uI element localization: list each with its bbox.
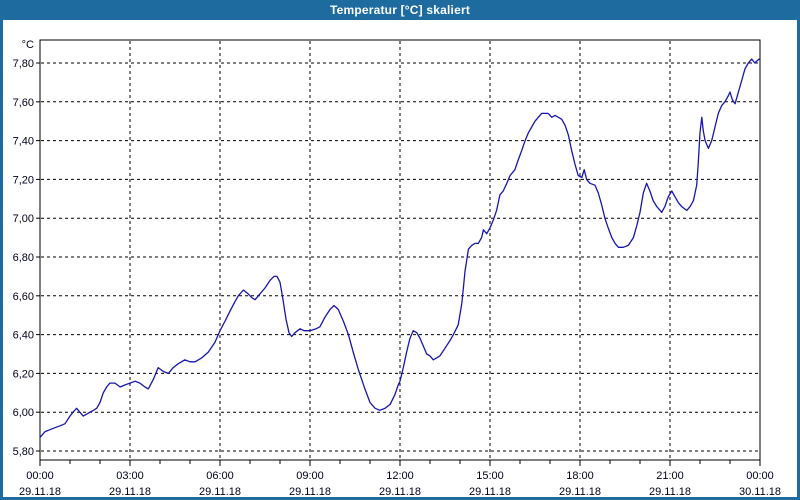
y-tick-label: 5,80 (13, 446, 34, 458)
y-tick-label: 7,80 (13, 58, 34, 70)
x-tick-time-label: 12:00 (386, 470, 414, 482)
y-tick-label: 6,20 (13, 368, 34, 380)
y-axis-unit-label: °C (22, 39, 34, 51)
x-tick-time-label: 15:00 (476, 470, 504, 482)
y-tick-label: 7,40 (13, 136, 34, 148)
x-tick-date-label: 29.11.18 (109, 486, 151, 498)
x-axis-ticks (39, 460, 761, 466)
y-tick-label: 6,00 (13, 407, 34, 419)
x-tick-date-label: 29.11.18 (289, 486, 331, 498)
x-tick-time-label: 21:00 (656, 470, 684, 482)
temperature-line (39, 58, 760, 439)
window-title: Temperatur [°C] skaliert (329, 3, 471, 17)
x-tick-date-label: 29.11.18 (559, 486, 601, 498)
x-tick-time-label: 03:00 (116, 470, 144, 482)
window-border-left (0, 20, 3, 500)
y-tick-label: 6,40 (13, 330, 34, 342)
x-tick-date-label: 29.11.18 (379, 486, 421, 498)
x-tick-date-label: 30.11.18 (739, 486, 781, 498)
y-tick-label: 7,00 (13, 213, 34, 225)
y-tick-label: 7,20 (13, 174, 34, 186)
y-tick-label: 6,80 (13, 252, 34, 264)
x-axis-labels: 00:00 29.11.18 03:00 29.11.18 06:00 29.11.18 0… (19, 470, 781, 498)
y-tick-label: 7,60 (13, 97, 34, 109)
window-border-right (797, 20, 800, 500)
x-gridlines (129, 41, 671, 459)
y-axis-labels: 5,80 6,00 6,20 6,40 6,60 6,80 7,00 7,20 7,40 7,60… (13, 58, 40, 458)
x-tick-time-label: 06:00 (206, 470, 234, 482)
x-tick-date-label: 29.11.18 (649, 486, 691, 498)
window-titlebar: Temperatur [°C] skaliert (0, 0, 800, 20)
x-tick-date-label: 29.11.18 (199, 486, 241, 498)
x-tick-time-label: 00:00 (746, 470, 774, 482)
y-tick-label: 6,60 (13, 291, 34, 303)
x-tick-date-label: 29.11.18 (19, 486, 61, 498)
window-border-bottom (0, 497, 800, 500)
x-tick-date-label: 29.11.18 (469, 486, 511, 498)
x-tick-time-label: 00:00 (26, 470, 54, 482)
x-tick-time-label: 18:00 (566, 470, 594, 482)
x-tick-time-label: 09:00 (296, 470, 324, 482)
